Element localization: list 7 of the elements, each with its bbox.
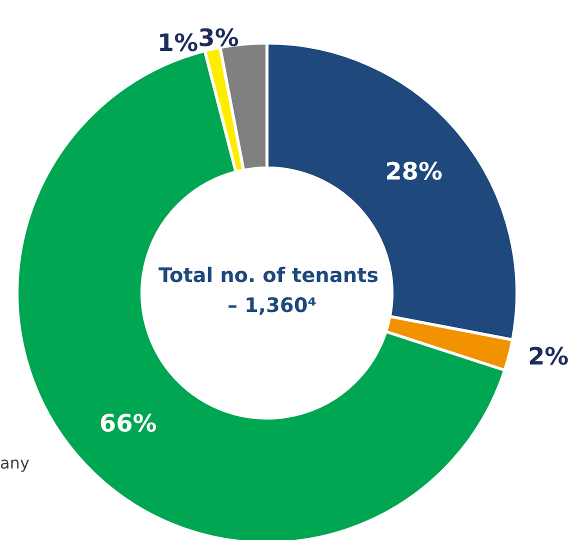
data-label: 66% — [99, 409, 157, 438]
text: any — [0, 454, 30, 472]
text: Total no. of tenants – 1,360⁴ — [158, 263, 386, 317]
data-label: 3% — [198, 24, 239, 52]
data-label: 2% — [528, 342, 569, 371]
data-label: 1% — [157, 29, 198, 58]
data-label: 28% — [385, 158, 443, 186]
